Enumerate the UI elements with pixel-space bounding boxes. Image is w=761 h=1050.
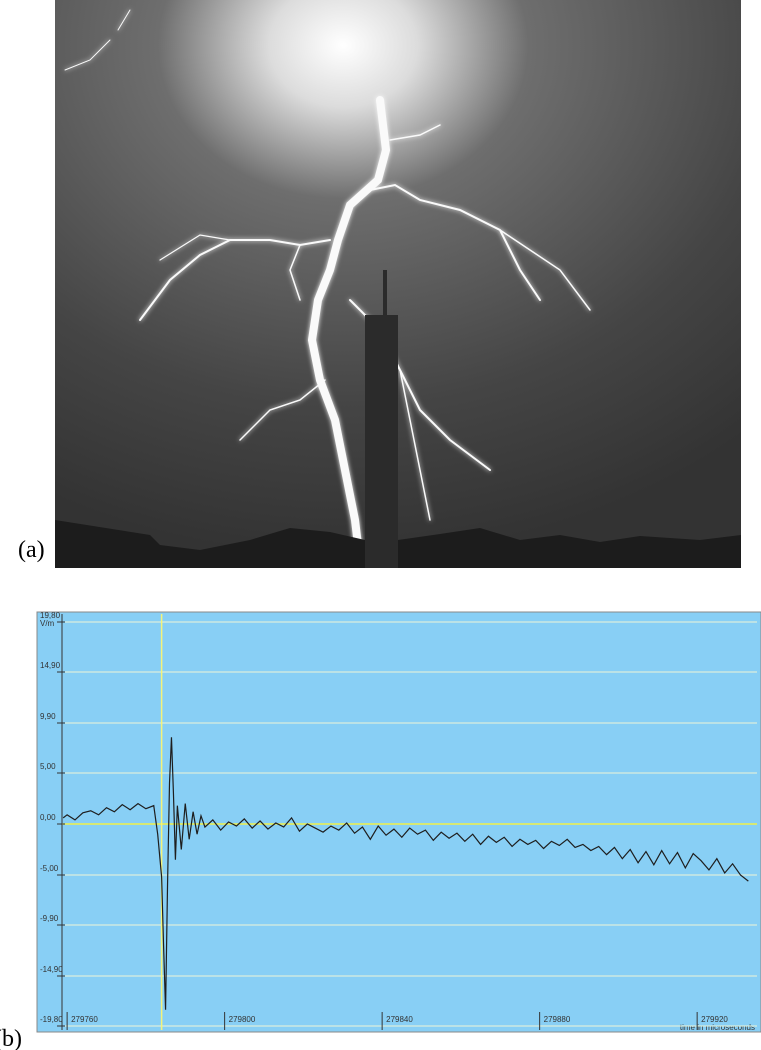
- y-tick-label: -5,00: [40, 864, 59, 873]
- x-axis-label: time in microseconds: [680, 1023, 755, 1032]
- y-axis-label: V/m: [40, 619, 55, 628]
- data-line: [62, 737, 749, 1010]
- y-tick-label: -9,90: [40, 914, 59, 923]
- x-tick-label: 279840: [386, 1015, 413, 1024]
- x-tick-label: 279880: [544, 1015, 571, 1024]
- y-tick-label: -19,80: [40, 1015, 63, 1024]
- y-tick-label: -14,90: [40, 965, 63, 974]
- y-tick-label: 9,90: [40, 712, 56, 721]
- plot-area: [36, 611, 761, 1033]
- x-tick-label: 279920: [701, 1015, 728, 1024]
- y-tick-label: 0,00: [40, 813, 56, 822]
- y-tick-label: 14,90: [40, 661, 61, 670]
- panel-label: (b): [0, 1026, 22, 1050]
- x-tick-label: 279800: [229, 1015, 256, 1024]
- panel-label: (a): [18, 537, 45, 563]
- y-tick-label: 5,00: [40, 762, 56, 771]
- y-tick-label: 19,80: [40, 611, 61, 620]
- photo: [55, 0, 741, 568]
- x-tick-label: 279760: [71, 1015, 98, 1024]
